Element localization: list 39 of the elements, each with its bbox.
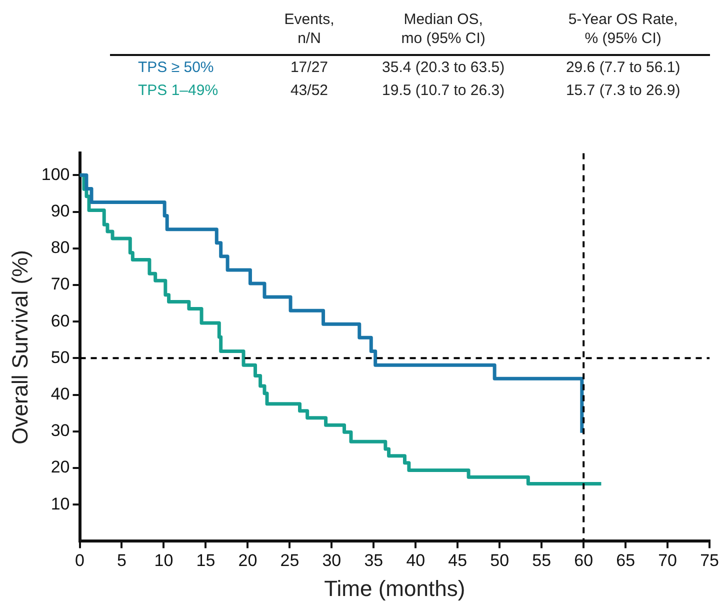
text: 5-Year OS Rate, % (95% CI) bbox=[536, 8, 710, 55]
x-tick-label: 60 bbox=[574, 551, 594, 570]
x-tick-label: 65 bbox=[616, 551, 636, 570]
x-tick-label: 30 bbox=[322, 551, 342, 570]
y-tick-label: 80 bbox=[50, 238, 70, 258]
y-axis-title: Overall Survival (%) bbox=[7, 250, 32, 444]
y-tick-label: 50 bbox=[50, 348, 70, 367]
x-tick-label: 15 bbox=[196, 551, 216, 570]
y-tick-label: 60 bbox=[50, 311, 70, 330]
text: TPS 1–49% bbox=[137, 81, 220, 101]
x-tick-label: 20 bbox=[238, 551, 258, 570]
y-tick-label: 10 bbox=[50, 494, 70, 514]
x-tick-label: 45 bbox=[448, 551, 468, 570]
x-tick-label: 75 bbox=[700, 551, 720, 570]
y-tick-label: 70 bbox=[50, 274, 70, 294]
x-tick-label: 10 bbox=[154, 551, 174, 570]
x-tick-label: 35 bbox=[364, 551, 384, 570]
y-tick-label: 30 bbox=[50, 421, 70, 440]
x-tick-label: 5 bbox=[117, 551, 126, 570]
text: 43/52 bbox=[289, 81, 330, 101]
x-tick-label: 25 bbox=[280, 551, 300, 570]
x-tick-label: 0 bbox=[75, 551, 84, 570]
x-tick-label: 40 bbox=[406, 551, 426, 570]
y-tick-label: 100 bbox=[41, 164, 70, 184]
text: Events, n/N bbox=[268, 8, 350, 55]
x-tick-label: 70 bbox=[658, 551, 678, 570]
x-tick-label: 50 bbox=[490, 551, 510, 570]
text: Median OS, mo (95% CI) bbox=[350, 8, 536, 55]
x-tick-label: 55 bbox=[532, 551, 552, 570]
text: 17/27 bbox=[289, 58, 330, 78]
text: 19.5 (10.7 to 26.3) bbox=[381, 81, 506, 101]
y-tick-label: 40 bbox=[50, 384, 70, 404]
text: 15.7 (7.3 to 26.9) bbox=[564, 81, 682, 101]
y-tick-label: 90 bbox=[50, 201, 70, 220]
text: 29.6 (7.7 to 56.1) bbox=[564, 58, 682, 78]
y-tick-label: 20 bbox=[50, 458, 70, 477]
x-axis-title: Time (months) bbox=[324, 576, 466, 601]
text: 35.4 (20.3 to 63.5) bbox=[381, 58, 506, 78]
text: TPS ≥ 50% bbox=[137, 58, 215, 78]
